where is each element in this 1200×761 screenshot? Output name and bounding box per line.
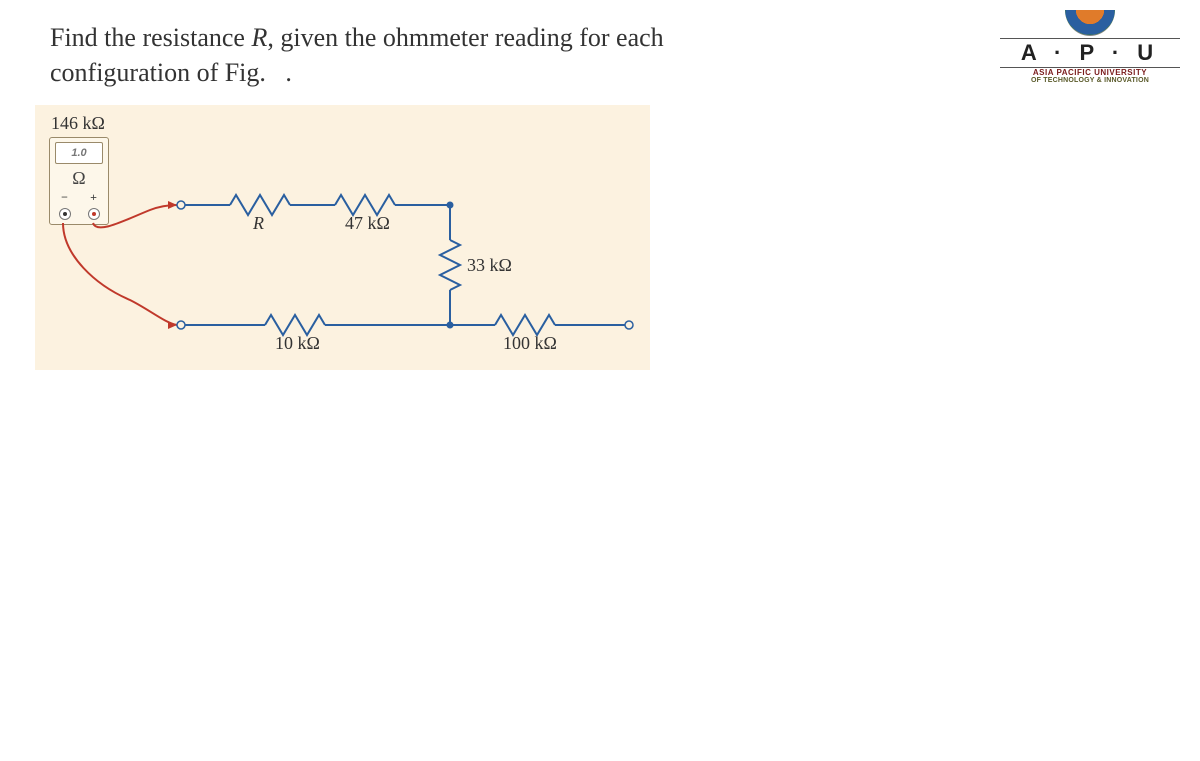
- label-R: R: [253, 213, 264, 234]
- top-branch: [185, 195, 450, 215]
- probe-arrow-bottom: [168, 321, 177, 329]
- bottom-branch: [185, 315, 625, 335]
- terminal-top-left: [177, 201, 185, 209]
- terminal-bottom-right: [625, 321, 633, 329]
- probe-lead-red: [93, 205, 177, 227]
- mid-branch: [440, 205, 460, 325]
- apu-logo: A · P · U ASIA PACIFIC UNIVERSITY OF TEC…: [1000, 10, 1180, 84]
- circuit-diagram: 146 kΩ 1.0 Ω − +: [35, 105, 650, 370]
- node-top: [447, 202, 454, 209]
- probe-lead-black: [63, 223, 177, 325]
- label-10k: 10 kΩ: [275, 333, 320, 354]
- node-bottom: [447, 322, 454, 329]
- logo-subtitle-1: ASIA PACIFIC UNIVERSITY: [1000, 68, 1180, 77]
- logo-apu-text: A · P · U: [1000, 38, 1180, 68]
- probe-arrow-top: [168, 201, 177, 209]
- circuit-svg: [35, 105, 650, 370]
- globe-icon: [1065, 10, 1115, 36]
- terminal-bottom-left: [177, 321, 185, 329]
- label-47k: 47 kΩ: [345, 213, 390, 234]
- logo-subtitle-2: OF TECHNOLOGY & INNOVATION: [1000, 77, 1180, 84]
- label-100k: 100 kΩ: [503, 333, 557, 354]
- question-text: Find the resistance R, given the ohmmete…: [50, 20, 750, 90]
- label-33k: 33 kΩ: [467, 255, 512, 276]
